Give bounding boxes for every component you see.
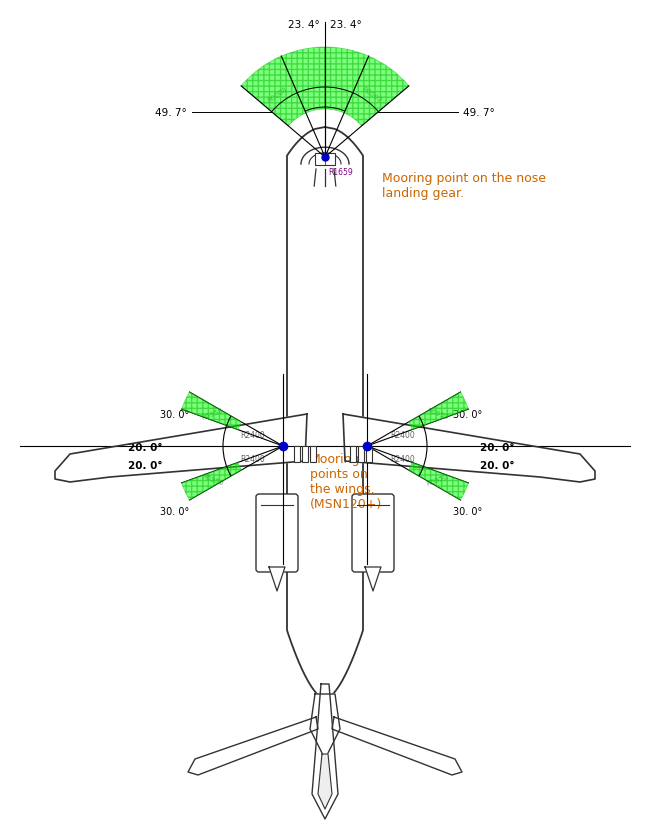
Text: R2400: R2400 bbox=[390, 431, 415, 440]
Polygon shape bbox=[188, 717, 318, 775]
Wedge shape bbox=[409, 463, 469, 500]
Polygon shape bbox=[55, 415, 307, 483]
Wedge shape bbox=[281, 48, 325, 113]
Text: R6950: R6950 bbox=[426, 473, 449, 486]
Bar bbox=[315, 154, 335, 166]
Text: 30. 0°: 30. 0° bbox=[161, 507, 190, 517]
Text: 20. 0°: 20. 0° bbox=[127, 442, 162, 452]
Bar bbox=[302, 446, 308, 463]
Text: 49. 7°: 49. 7° bbox=[463, 108, 495, 118]
Polygon shape bbox=[310, 694, 340, 759]
Text: R6950: R6950 bbox=[201, 407, 224, 421]
Text: 30. 0°: 30. 0° bbox=[453, 507, 482, 517]
Text: 30. 0°: 30. 0° bbox=[453, 410, 482, 420]
FancyBboxPatch shape bbox=[256, 494, 298, 572]
Text: 20. 0°: 20. 0° bbox=[480, 442, 515, 452]
Text: R2400: R2400 bbox=[390, 455, 415, 464]
Bar bbox=[366, 446, 372, 463]
Wedge shape bbox=[344, 57, 409, 127]
Polygon shape bbox=[301, 148, 349, 165]
Bar bbox=[350, 446, 356, 463]
Bar bbox=[294, 446, 300, 463]
Polygon shape bbox=[312, 684, 338, 819]
Bar bbox=[358, 446, 364, 463]
Text: 20. 0°: 20. 0° bbox=[480, 460, 515, 470]
Text: 30. 0°: 30. 0° bbox=[161, 410, 190, 420]
Wedge shape bbox=[181, 392, 241, 430]
Polygon shape bbox=[365, 567, 381, 591]
Polygon shape bbox=[318, 754, 332, 809]
Text: R0002: R0002 bbox=[361, 85, 383, 104]
Text: R1659: R1659 bbox=[328, 168, 353, 177]
Text: Mooring point on the nose
landing gear.: Mooring point on the nose landing gear. bbox=[382, 171, 546, 200]
Wedge shape bbox=[241, 57, 306, 127]
Wedge shape bbox=[409, 392, 469, 430]
Text: 23. 4°: 23. 4° bbox=[288, 20, 320, 30]
Bar bbox=[310, 446, 316, 463]
FancyBboxPatch shape bbox=[352, 494, 394, 572]
Text: Mooring
points on
the wings.
(MSN120+): Mooring points on the wings. (MSN120+) bbox=[310, 452, 382, 510]
Wedge shape bbox=[181, 463, 241, 500]
Polygon shape bbox=[269, 567, 285, 591]
Text: R2400: R2400 bbox=[240, 455, 265, 464]
Text: R6950: R6950 bbox=[426, 407, 449, 421]
Polygon shape bbox=[287, 128, 363, 699]
Text: R6950: R6950 bbox=[201, 473, 224, 486]
Text: R0008: R0008 bbox=[267, 85, 289, 104]
Text: R2400: R2400 bbox=[240, 431, 265, 440]
Text: 20. 0°: 20. 0° bbox=[127, 460, 162, 470]
Polygon shape bbox=[332, 717, 462, 775]
Text: 23. 4°: 23. 4° bbox=[330, 20, 362, 30]
Polygon shape bbox=[343, 415, 595, 483]
Text: 49. 7°: 49. 7° bbox=[155, 108, 187, 118]
Wedge shape bbox=[325, 48, 369, 113]
